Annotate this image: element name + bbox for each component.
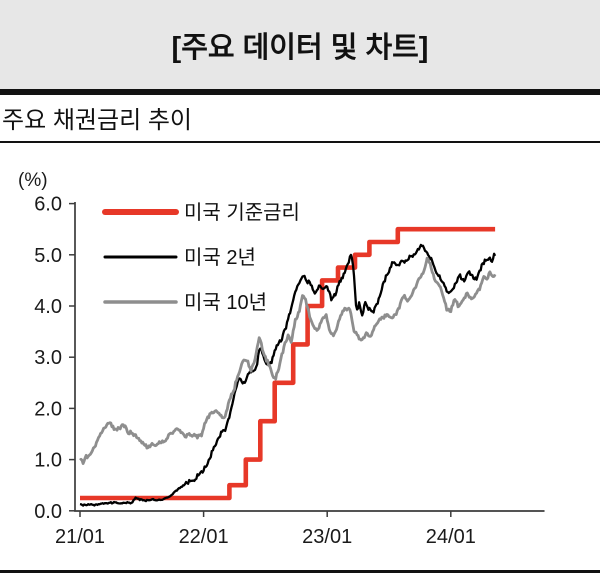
y-tick-label: 6.0 [34, 194, 62, 216]
series-us-2y [79, 243, 497, 507]
y-tick-label: 1.0 [34, 450, 62, 472]
axis-lines [74, 202, 545, 512]
y-tick-label: 0.0 [34, 501, 62, 523]
y-tick-label: 2.0 [34, 398, 62, 420]
page-title: [주요 데이터 및 차트] [171, 31, 429, 64]
chart-section-title: 주요 채권금리 추이 [2, 107, 192, 134]
y-tick-label: 4.0 [34, 296, 62, 318]
legend-item: 미국 2년 [103, 246, 256, 269]
bottom-divider [0, 570, 600, 573]
y-tick-label: 5.0 [34, 245, 62, 267]
report-header: [주요 데이터 및 차트] [0, 0, 600, 89]
legend-item: 미국 기준금리 [102, 201, 300, 224]
series-us-10y [79, 256, 497, 465]
x-tick-label: 22/01 [179, 526, 229, 548]
section-divider-thin [0, 141, 600, 143]
x-tick-label: 24/01 [426, 526, 476, 548]
y-tick-label: 3.0 [34, 347, 62, 369]
legend-label: 미국 10년 [184, 291, 267, 314]
legend-label: 미국 기준금리 [184, 201, 300, 224]
x-tick-label: 21/01 [55, 526, 105, 548]
series-fed-rate [80, 226, 496, 501]
x-tick-label: 23/01 [302, 526, 352, 548]
legend-item: 미국 10년 [103, 291, 267, 314]
y-axis-unit-label: (%) [18, 170, 48, 191]
header-divider-thick [0, 89, 600, 95]
legend-label: 미국 2년 [184, 246, 256, 269]
